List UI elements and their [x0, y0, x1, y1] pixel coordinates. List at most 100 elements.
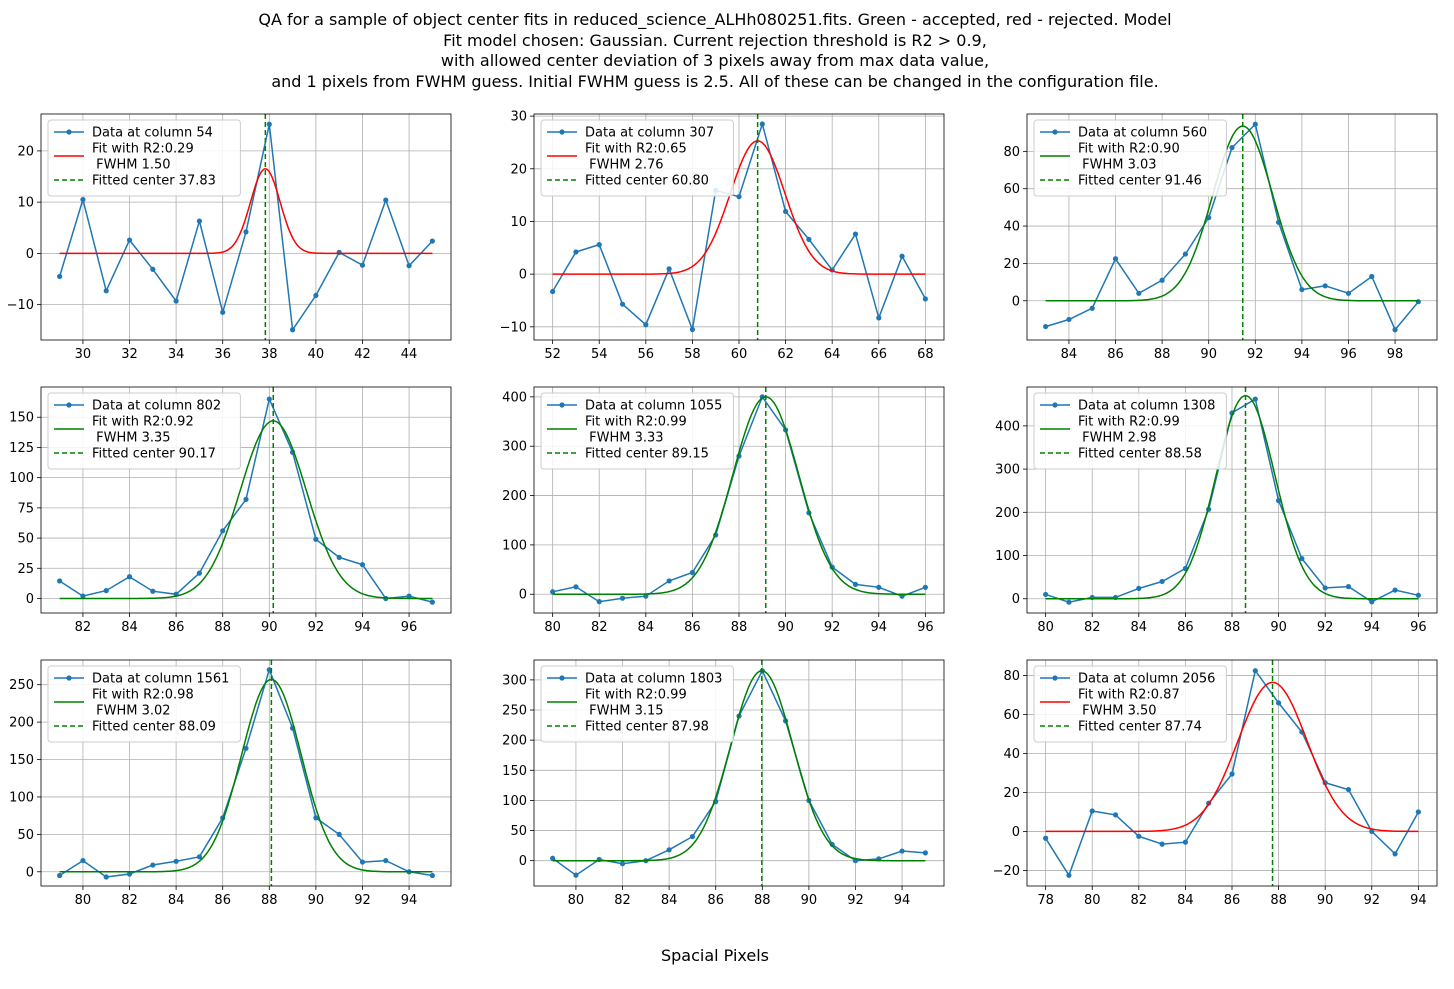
data-point: [1369, 828, 1375, 835]
data-point: [1089, 808, 1095, 814]
data-point: [1322, 283, 1328, 289]
data-point: [150, 266, 156, 272]
y-tick-label: 0: [1012, 825, 1020, 840]
x-tick-label: 82: [1084, 620, 1101, 635]
x-tick-label: 88: [214, 620, 231, 635]
data-point: [899, 848, 905, 854]
data-point: [336, 831, 342, 837]
y-tick-label: 100: [502, 794, 527, 809]
x-tick-label: 92: [1363, 893, 1380, 908]
data-point: [383, 197, 389, 203]
data-point: [196, 570, 203, 576]
x-tick-label: 34: [168, 347, 185, 362]
data-point: [806, 236, 812, 242]
x-tick-label: 54: [591, 347, 608, 362]
data-point: [550, 288, 556, 295]
y-tick-label: 40: [1003, 747, 1020, 762]
fit-curve: [1045, 125, 1419, 302]
figure-x-axis-label: Spacial Pixels: [660, 946, 770, 965]
x-tick-label: 56: [638, 347, 655, 362]
x-tick-label: 32: [121, 347, 138, 362]
x-tick-label: 84: [121, 620, 138, 635]
x-tick-label: 84: [1061, 347, 1078, 362]
subplot-6: 80 82 84 86 88 90 92 94 96 0 100 200 300 400 Data at c…: [995, 386, 1438, 635]
legend-label: FWHM 3.33: [585, 431, 664, 446]
x-tick-label: 94: [1410, 893, 1427, 908]
subplot-2: 52 54 56 58 60 62 64 66 68 −10 0 10 20 30 Data at colu…: [500, 110, 945, 362]
title-line-3: with allowed center deviation of 3 pixel…: [440, 51, 990, 70]
data-point: [619, 595, 626, 601]
data-point: [126, 237, 133, 243]
y-tick-label: 400: [995, 419, 1020, 434]
axes-frame: [1026, 659, 1438, 887]
x-tick-label: 84: [661, 893, 678, 908]
x-tick-label: 86: [684, 620, 701, 635]
data-point: [596, 599, 602, 605]
legend-label: Fit with R2:0.99: [585, 415, 687, 430]
x-tick-label: 96: [401, 620, 418, 635]
data-point: [1369, 273, 1375, 280]
x-tick-label: 82: [1131, 893, 1148, 908]
plot-area: [1043, 387, 1421, 613]
x-tick-label: 58: [684, 347, 701, 362]
data-point: [266, 396, 272, 402]
x-tick-label: 30: [75, 347, 92, 362]
data-point: [643, 322, 649, 328]
data-point: [689, 326, 696, 333]
y-tick-label: 0: [26, 592, 34, 607]
data-point: [1229, 771, 1235, 777]
x-tick-label: 94: [870, 620, 887, 635]
data-point: [1206, 215, 1212, 221]
fit-curve: [1045, 394, 1419, 600]
y-tick-label: 0: [519, 268, 527, 283]
x-tick-label: 82: [75, 620, 92, 635]
legend-label: Fit with R2:0.90: [1078, 142, 1180, 157]
y-tick-label: 300: [502, 440, 527, 455]
x-tick-label: 88: [1154, 347, 1171, 362]
fit-curve: [59, 420, 433, 600]
y-tick-label: 200: [9, 716, 34, 731]
data-point: [1392, 587, 1398, 593]
data-point: [383, 857, 389, 864]
data-point: [1252, 121, 1258, 127]
data-point: [1299, 555, 1305, 562]
data-point: [1066, 316, 1072, 323]
plot-area: [1043, 114, 1421, 340]
data-point: [1112, 256, 1119, 262]
x-tick-label: 44: [401, 347, 418, 362]
x-tick-label: 88: [1224, 620, 1241, 635]
title-line-1: QA for a sample of object center fits in…: [258, 10, 1172, 29]
data-point: [1415, 299, 1421, 305]
x-tick-label: 94: [354, 620, 371, 635]
subplot-8: 80 82 84 86 88 90 92 94 0 50 100 150 200 250 300 Data a…: [502, 659, 945, 908]
data-point: [313, 536, 319, 542]
x-tick-label: 90: [261, 620, 278, 635]
data-point: [103, 874, 109, 880]
y-tick-label: 80: [1003, 669, 1020, 684]
data-point: [126, 574, 133, 580]
data-point: [573, 249, 579, 255]
legend-label: Fitted center 37.83: [92, 174, 216, 189]
y-tick-label: 100: [9, 790, 34, 805]
data-point: [103, 288, 109, 294]
axes-frame: [1026, 386, 1438, 614]
data-point: [899, 253, 905, 259]
data-point: [852, 581, 859, 587]
axes-frame: [1026, 113, 1438, 341]
data-point: [1345, 786, 1352, 793]
x-tick-label: 84: [638, 620, 655, 635]
x-tick-label: 90: [308, 893, 325, 908]
x-tick-label: 88: [261, 893, 278, 908]
x-tick-label: 92: [1317, 620, 1334, 635]
title-line-4: and 1 pixels from FWHM guess. Initial FW…: [271, 71, 1159, 91]
y-tick-label: 25: [17, 562, 34, 577]
data-point: [196, 854, 203, 860]
legend-box: [540, 665, 734, 743]
x-tick-label: 88: [731, 620, 748, 635]
data-point: [336, 554, 342, 561]
data-point: [1275, 498, 1282, 504]
x-tick-label: 94: [1294, 347, 1311, 362]
legend-label: Data at column 1561: [92, 672, 229, 687]
